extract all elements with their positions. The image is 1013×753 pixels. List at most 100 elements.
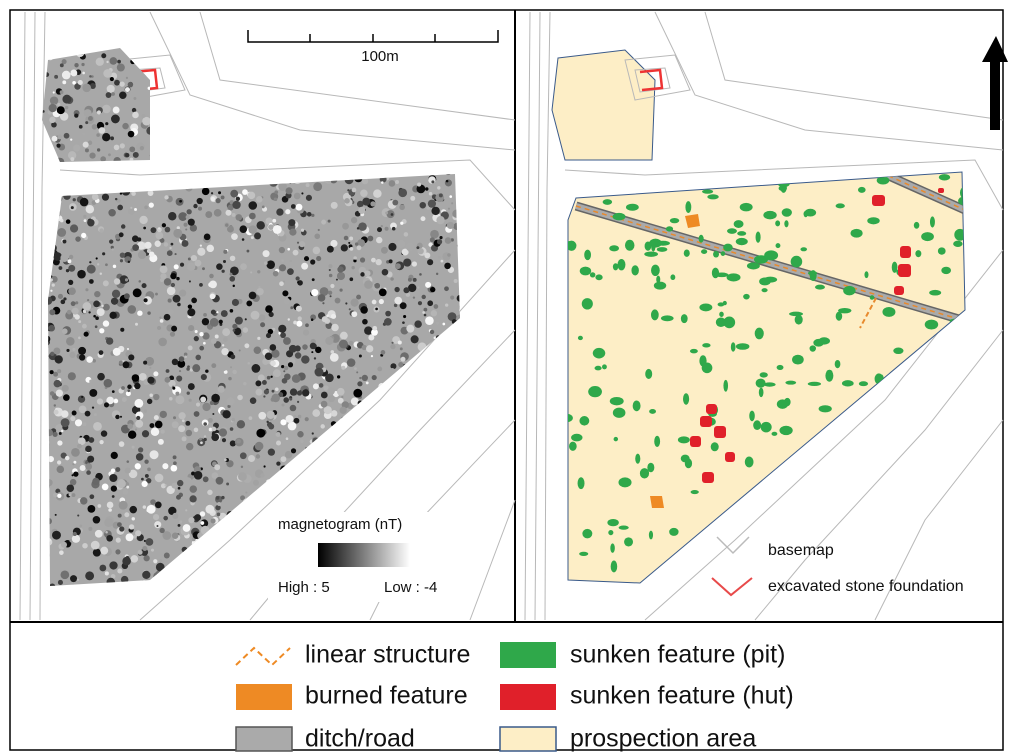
noise: [419, 458, 426, 465]
noise: [202, 188, 210, 196]
noise: [223, 337, 228, 342]
noise: [243, 327, 249, 333]
noise: [66, 349, 69, 352]
noise: [114, 80, 120, 86]
noise: [84, 219, 87, 222]
noise: [127, 460, 130, 463]
noise: [207, 490, 212, 495]
noise: [404, 232, 409, 237]
noise: [73, 198, 76, 201]
noise: [76, 49, 81, 54]
noise: [460, 467, 464, 471]
noise: [372, 93, 375, 96]
noise: [87, 299, 89, 301]
noise: [349, 308, 351, 310]
noise: [289, 397, 292, 400]
pit: [701, 249, 707, 254]
noise: [80, 39, 85, 44]
noise: [326, 314, 329, 317]
noise: [414, 410, 418, 414]
noise: [169, 72, 175, 78]
noise: [93, 301, 100, 308]
noise: [52, 284, 55, 287]
noise: [301, 44, 307, 50]
noise: [43, 482, 46, 485]
noise: [278, 125, 283, 130]
noise: [78, 320, 81, 323]
noise: [241, 466, 243, 468]
noise: [186, 367, 190, 371]
noise: [410, 196, 415, 201]
noise: [263, 127, 272, 136]
pit: [795, 315, 803, 325]
noise: [435, 73, 440, 78]
noise: [325, 373, 334, 382]
noise: [311, 351, 313, 353]
noise: [211, 518, 216, 523]
noise: [142, 481, 148, 487]
pit: [613, 263, 618, 270]
noise: [121, 386, 125, 390]
pit: [582, 298, 593, 309]
pit: [595, 366, 602, 371]
pit: [609, 245, 619, 251]
noise: [297, 242, 299, 244]
noise: [327, 159, 334, 166]
noise: [445, 179, 452, 186]
noise: [402, 321, 405, 324]
noise: [365, 477, 370, 482]
noise: [204, 435, 206, 437]
noise: [182, 547, 188, 553]
noise: [299, 241, 305, 247]
noise: [403, 315, 406, 318]
noise: [122, 123, 128, 129]
noise: [191, 298, 197, 304]
noise: [456, 425, 462, 431]
noise: [100, 547, 108, 555]
noise: [454, 442, 463, 451]
noise: [79, 524, 82, 527]
noise: [409, 88, 416, 95]
noise: [184, 223, 188, 227]
noise: [448, 158, 450, 160]
noise: [385, 438, 391, 444]
noise: [433, 431, 437, 435]
noise: [326, 437, 328, 439]
noise: [300, 497, 304, 501]
noise: [174, 116, 182, 124]
noise: [243, 144, 248, 149]
noise: [250, 271, 252, 273]
noise: [245, 156, 248, 159]
noise: [122, 187, 131, 196]
noise: [209, 274, 214, 279]
noise: [132, 112, 139, 119]
noise: [361, 107, 366, 112]
noise: [442, 406, 449, 413]
noise: [321, 401, 328, 408]
noise: [233, 562, 242, 571]
noise: [216, 182, 219, 185]
noise: [118, 577, 121, 580]
noise: [458, 97, 463, 102]
noise: [113, 265, 116, 268]
noise: [70, 139, 72, 141]
noise: [231, 418, 235, 422]
noise: [216, 263, 223, 270]
noise: [430, 287, 435, 292]
noise: [437, 506, 443, 512]
noise: [57, 369, 61, 373]
noise: [437, 458, 443, 464]
noise: [282, 290, 288, 296]
noise: [198, 207, 202, 211]
noise: [129, 506, 137, 514]
noise: [168, 308, 174, 314]
noise: [262, 205, 265, 208]
noise: [301, 454, 307, 460]
noise: [454, 70, 459, 75]
noise: [109, 561, 117, 569]
noise: [94, 413, 97, 416]
noise: [458, 268, 463, 273]
noise: [457, 370, 460, 373]
noise: [289, 228, 296, 235]
noise: [248, 201, 257, 210]
